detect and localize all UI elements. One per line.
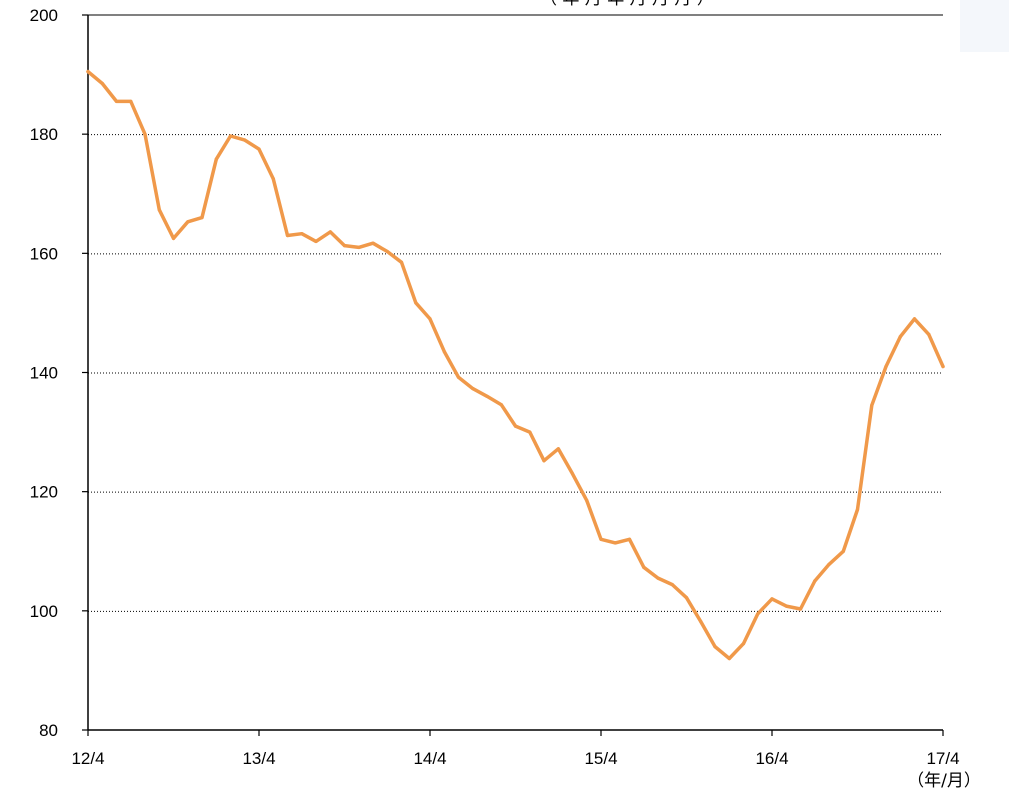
data-point-2014-01 <box>385 249 389 254</box>
x-tick-label-1: 13/4 <box>242 749 275 768</box>
data-point-2013-02 <box>228 134 233 138</box>
data-point-2016-10 <box>855 507 860 512</box>
data-point-2016-12 <box>884 364 888 369</box>
data-point-2013-08 <box>314 239 318 243</box>
data-point-2014-10 <box>513 424 518 428</box>
data-point-2014-11 <box>528 430 532 434</box>
data-point-2012-09 <box>157 208 161 212</box>
data-point-2013-12 <box>371 241 375 245</box>
data-point-2012-07 <box>129 99 133 103</box>
x-axis-unit-label: （年/月） <box>907 771 981 791</box>
x-tick-label-5: 17/4 <box>926 749 959 768</box>
data-point-2014-07 <box>471 387 475 391</box>
y-tick-label-160: 160 <box>30 244 58 263</box>
data-point-2014-08 <box>485 394 489 398</box>
y-tick-label-180: 180 <box>30 125 58 144</box>
data-point-2016-01 <box>727 656 731 661</box>
data-point-2013-11 <box>357 245 361 249</box>
data-point-2015-01 <box>556 447 560 451</box>
x-tick-label-4: 16/4 <box>755 749 788 768</box>
data-point-2016-08 <box>827 562 831 567</box>
data-point-2013-05 <box>271 177 275 181</box>
series-layer <box>86 69 945 661</box>
data-point-2013-03 <box>243 138 247 142</box>
data-point-2015-10 <box>684 596 689 600</box>
data-point-2015-02 <box>570 472 575 476</box>
data-point-2017-02 <box>912 317 917 321</box>
y-tick-label-140: 140 <box>30 364 58 383</box>
y-tick-label-200: 200 <box>30 6 58 25</box>
axes <box>82 14 944 736</box>
data-point-2016-11 <box>870 403 874 407</box>
y-tick-label-100: 100 <box>30 602 58 621</box>
data-point-2012-05 <box>100 81 104 86</box>
data-point-2015-07 <box>642 565 646 569</box>
data-point-2014-05 <box>442 350 446 354</box>
data-point-2012-10 <box>171 236 176 240</box>
data-point-2013-09 <box>328 230 332 234</box>
data-point-2015-12 <box>713 645 717 649</box>
data-point-2015-09 <box>670 583 674 587</box>
data-point-2013-10 <box>342 244 347 248</box>
header-note: （ 年 月 年 月 月 月 ） <box>540 0 714 9</box>
data-point-2016-04 <box>770 597 774 601</box>
data-point-2015-11 <box>699 620 703 624</box>
data-point-2013-04 <box>257 147 261 151</box>
data-point-2015-08 <box>656 576 660 580</box>
data-point-2016-03 <box>756 612 760 616</box>
data-point-2012-08 <box>143 132 147 136</box>
data-point-2014-04 <box>428 317 432 321</box>
data-point-2015-05 <box>613 541 617 545</box>
data-point-2016-07 <box>813 579 817 583</box>
data-point-2014-12 <box>542 459 546 463</box>
top-right-panel <box>960 0 1009 52</box>
data-point-2012-12 <box>200 216 204 220</box>
y-tick-label-120: 120 <box>30 483 58 502</box>
data-point-2012-06 <box>114 99 119 103</box>
data-point-2016-05 <box>784 604 788 608</box>
data-point-2013-07 <box>300 232 304 236</box>
x-tick-label-3: 15/4 <box>584 749 617 768</box>
data-point-2015-03 <box>585 499 589 503</box>
data-point-2012-04 <box>86 70 90 74</box>
x-tick-label-0: 12/4 <box>71 749 104 768</box>
tick-labels: 80 100 120 140 160 180 200 12/4 13/4 14/4 15/4 16/4… <box>30 6 960 768</box>
data-point-2012-11 <box>186 220 190 224</box>
data-point-2016-06 <box>798 607 803 611</box>
data-point-2016-09 <box>841 549 845 553</box>
y-tick-label-80: 80 <box>39 721 58 740</box>
data-point-2017-01 <box>898 335 902 339</box>
grid-lines <box>88 134 943 612</box>
data-point-2014-02 <box>399 260 404 264</box>
data-point-2017-03 <box>927 332 931 336</box>
data-point-2016-02 <box>741 642 746 646</box>
data-point-2014-06 <box>456 375 461 379</box>
data-point-2013-01 <box>214 157 218 161</box>
data-point-2015-06 <box>627 537 632 541</box>
data-point-2014-03 <box>414 301 418 305</box>
data-point-2017-04 <box>941 364 945 369</box>
data-point-2013-06 <box>285 233 290 238</box>
data-point-2015-04 <box>599 537 603 541</box>
x-tick-label-2: 14/4 <box>413 749 446 768</box>
data-point-2014-09 <box>499 403 503 407</box>
